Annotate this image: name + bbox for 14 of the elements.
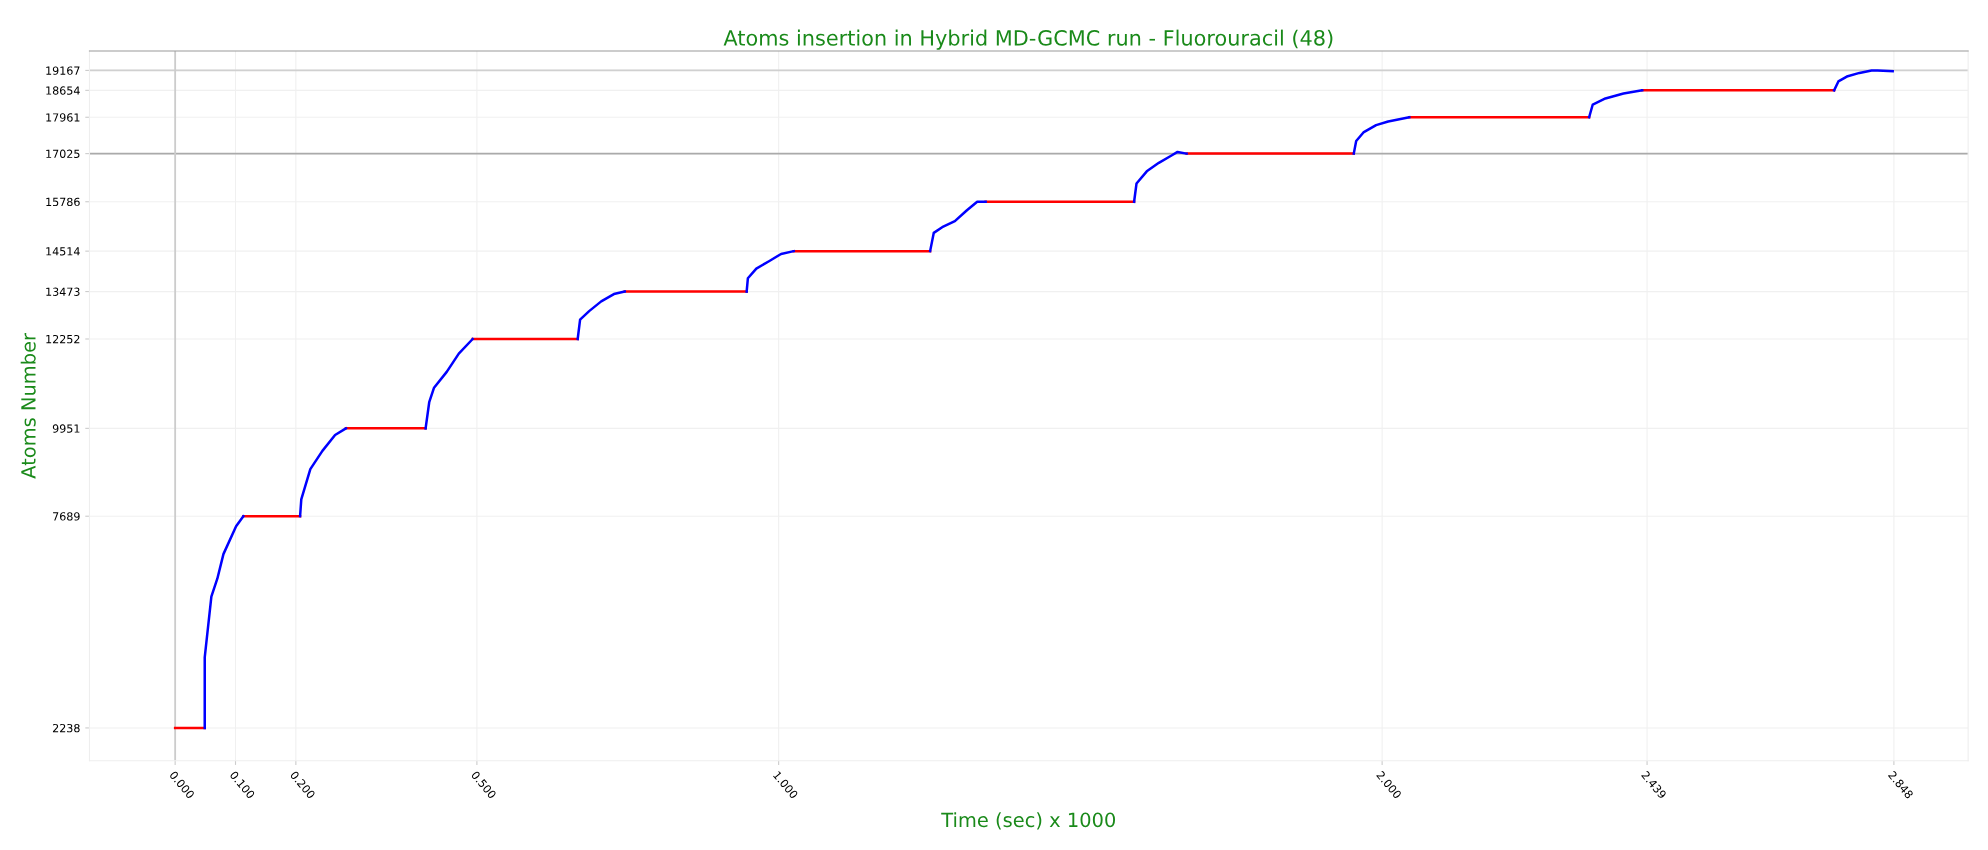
y-tick-label: 17025 bbox=[46, 149, 80, 158]
y-tick-label: 18654 bbox=[46, 86, 80, 95]
y-tick-label: 19167 bbox=[46, 66, 80, 75]
y-tick-label: 12252 bbox=[46, 334, 80, 344]
y-tick-label: 9951 bbox=[52, 424, 80, 433]
y-tick-label: 15786 bbox=[46, 197, 80, 207]
chart-title: Atoms insertion in Hybrid MD-GCMC run - Fluorouracil (48) bbox=[723, 29, 1333, 50]
y-tick-label: 14514 bbox=[46, 247, 80, 256]
y-tick-label: 17961 bbox=[46, 113, 80, 122]
y-axis-title: Atoms Number bbox=[20, 332, 36, 479]
y-tick-label: 13473 bbox=[46, 287, 80, 296]
x-axis-title: Time (sec) x 1000 bbox=[941, 812, 1116, 830]
y-tick-label: 7689 bbox=[53, 512, 80, 521]
y-tick-label: 2238 bbox=[52, 723, 80, 733]
